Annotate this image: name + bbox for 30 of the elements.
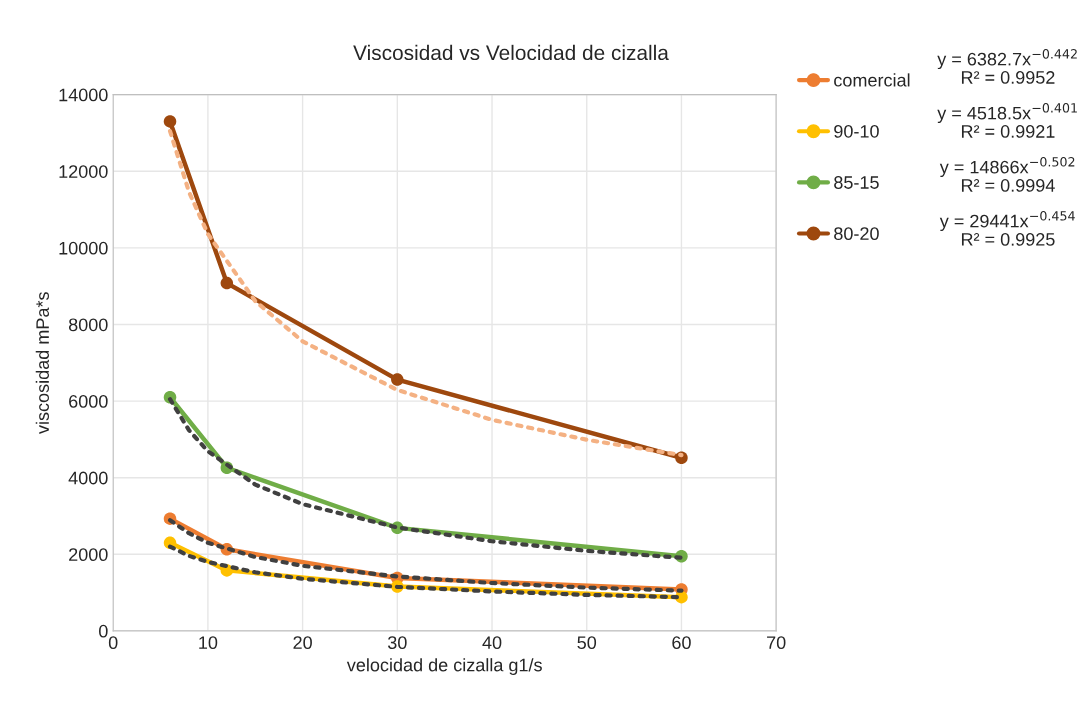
- y-tick-label: 8000: [68, 318, 108, 332]
- x-tick-label: 20: [293, 636, 312, 650]
- y-tick-label: 6000: [69, 395, 108, 408]
- legend-label: 90-10: [834, 124, 879, 138]
- y-tick-label: 4000: [68, 471, 108, 485]
- x-tick-label: 60: [672, 636, 691, 650]
- text: y = 29441x$^{−0.454}$ R² = 0.9925: [939, 211, 1075, 246]
- y-tick-label: 14000: [59, 88, 108, 102]
- x-tick-label: 70: [767, 636, 786, 650]
- text: y = 4518.5x$^{−0.401}$ R² = 0.9921: [937, 103, 1077, 138]
- text: y = 14866x$^{−0.502}$ R² = 0.9994: [939, 157, 1075, 192]
- point: [163, 115, 177, 128]
- text: y = 6382.7x$^{−0.442}$ R² = 0.9952: [937, 49, 1077, 84]
- legend-label: 85-15: [834, 176, 879, 189]
- point: [391, 373, 404, 386]
- y-tick-label: 10000: [59, 241, 108, 255]
- x-axis-title: velocidad de cizalla g1/s: [346, 658, 542, 675]
- chart-title: Viscosidad vs Velocidad de cizalla: [353, 44, 669, 61]
- x-tick-label: 40: [482, 636, 502, 650]
- point: [220, 276, 234, 290]
- legend-label: 80-20: [834, 227, 879, 241]
- x-tick-label: 30: [387, 636, 407, 650]
- legend-label: comercial: [834, 73, 910, 87]
- y-axis-title: viscosidad mPa*s: [35, 292, 49, 434]
- y-tick-label: 12000: [59, 165, 108, 178]
- x-tick-label: 0: [108, 636, 118, 650]
- y-tick-label: 2000: [69, 548, 108, 562]
- y-tick-label: 0: [98, 624, 108, 638]
- x-tick-label: 50: [577, 636, 597, 650]
- x-tick-label: 10: [199, 636, 218, 650]
